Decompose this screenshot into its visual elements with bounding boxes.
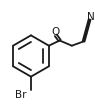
Text: O: O bbox=[52, 27, 60, 37]
Text: N: N bbox=[87, 12, 94, 22]
Text: Br: Br bbox=[15, 90, 26, 100]
